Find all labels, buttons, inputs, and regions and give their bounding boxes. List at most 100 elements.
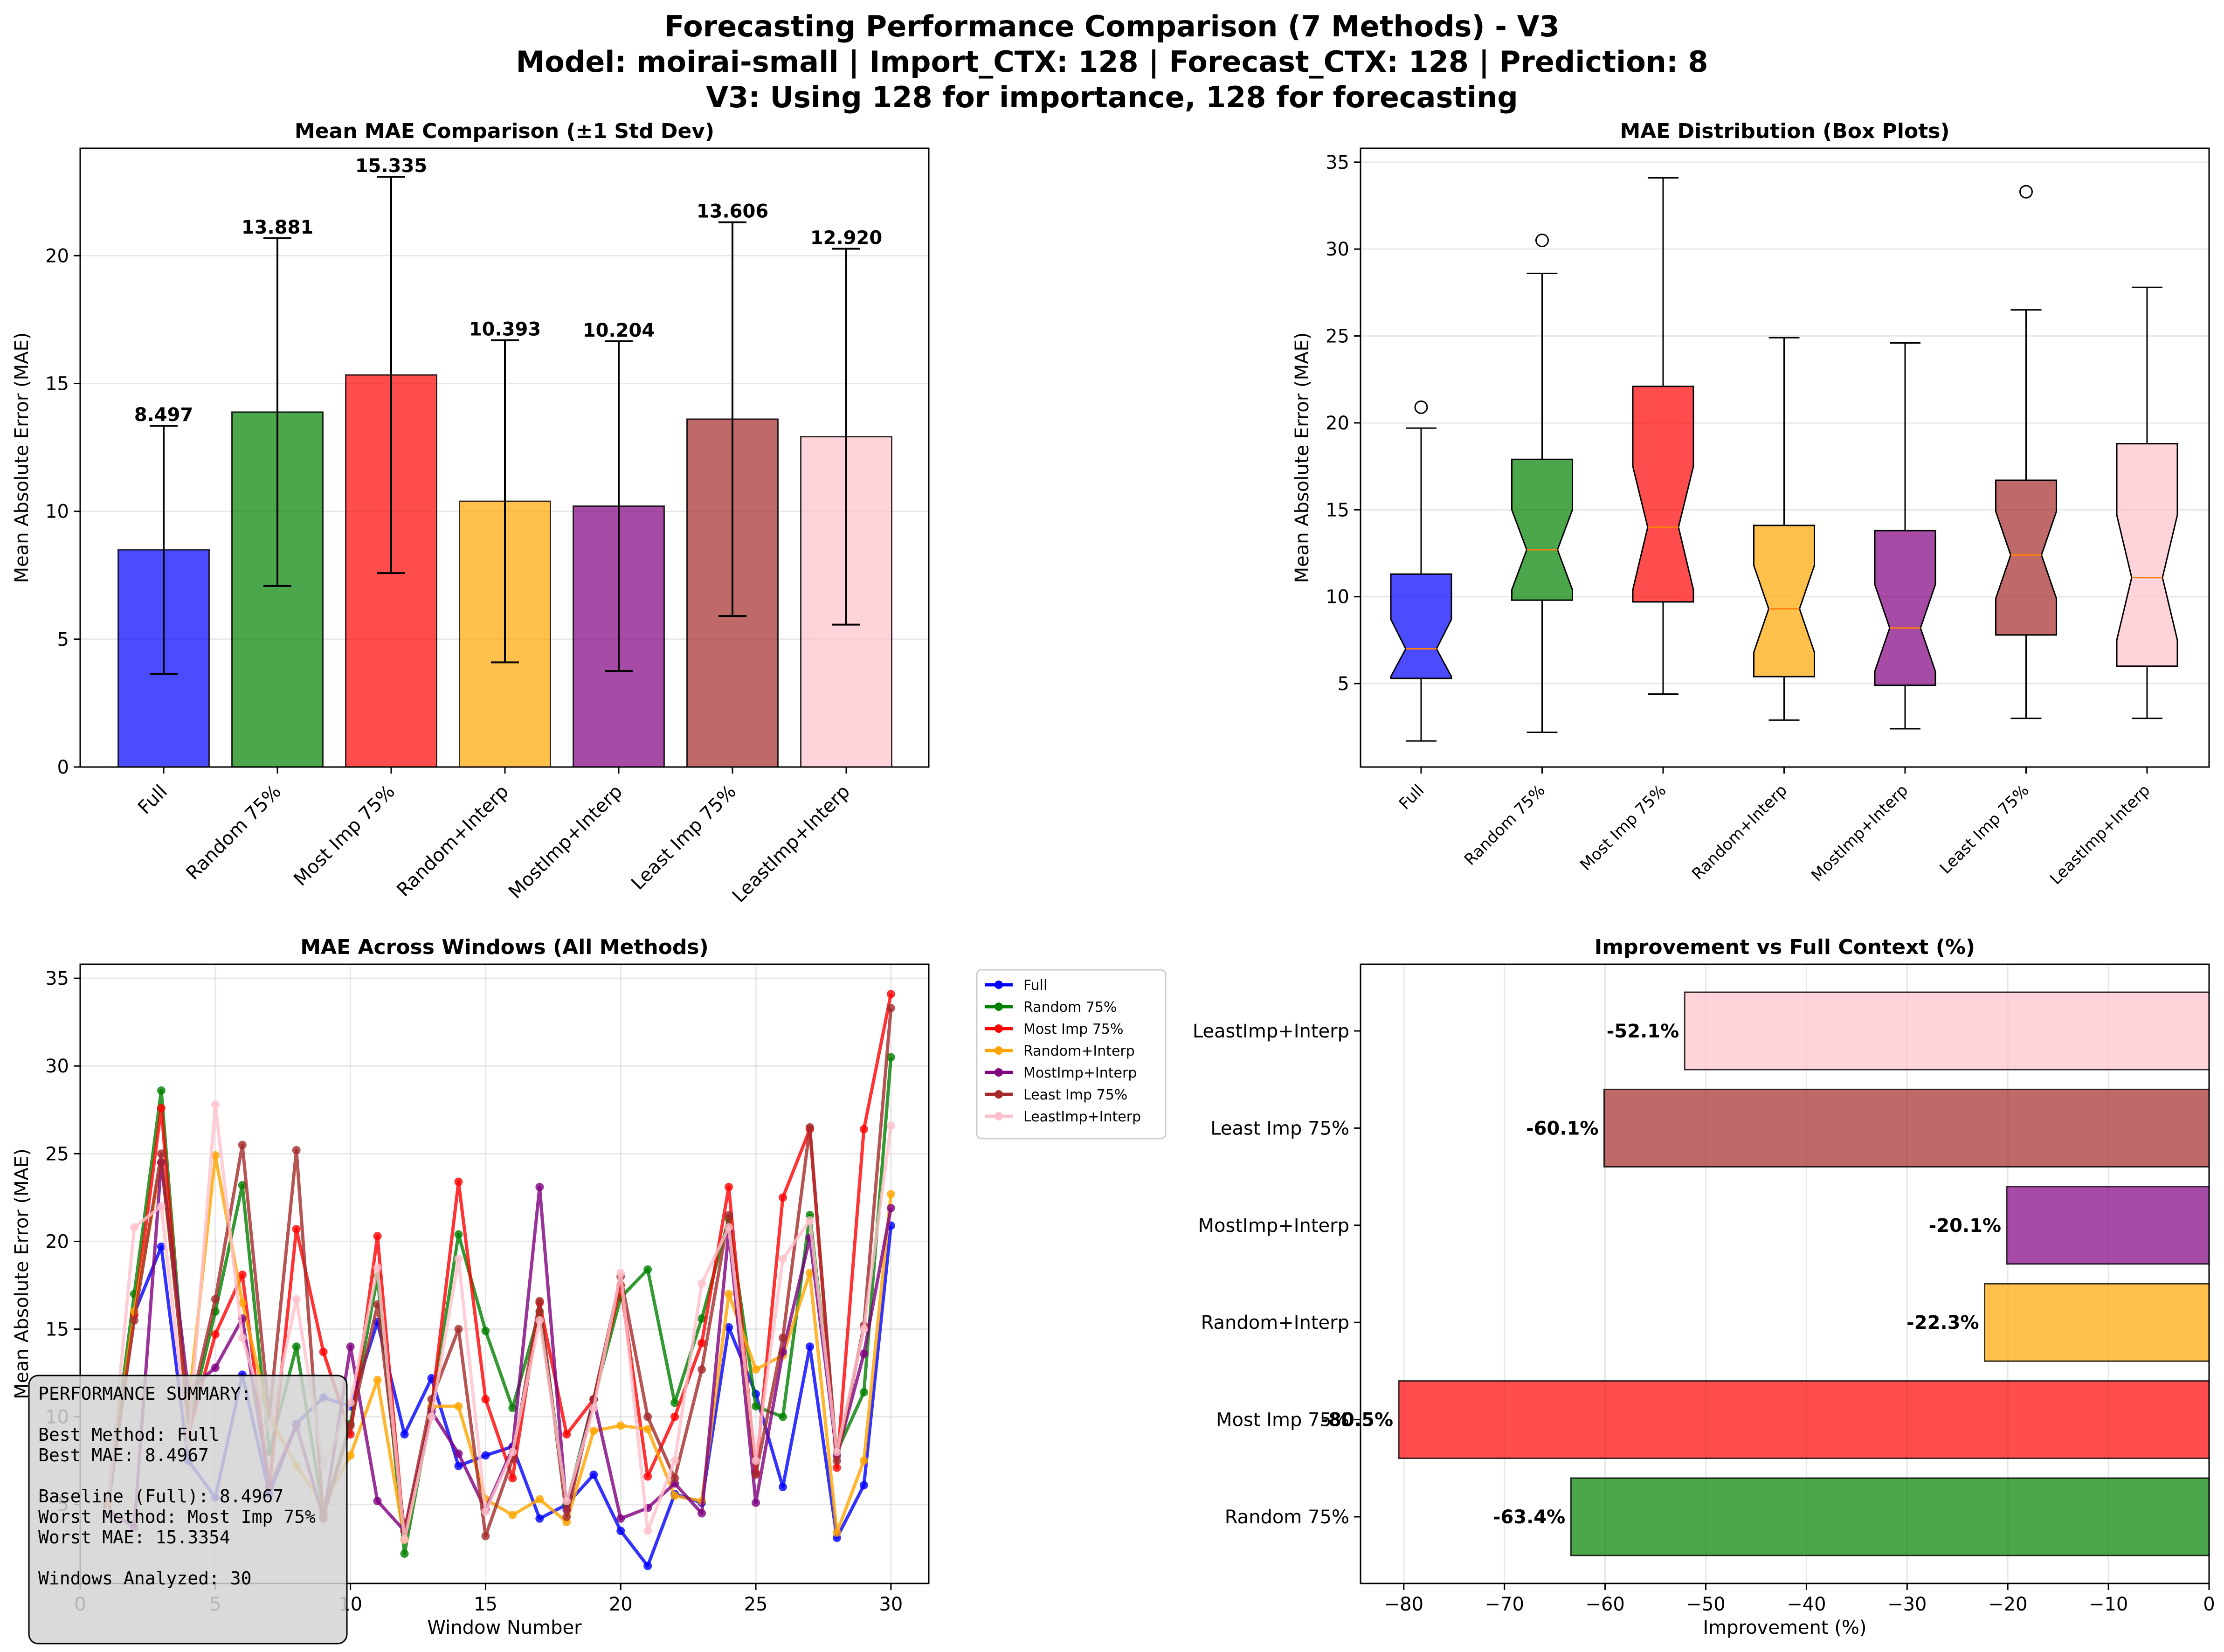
x-tick-label: Full — [1395, 781, 1428, 813]
data-point — [670, 1491, 679, 1500]
data-point — [454, 1402, 463, 1411]
legend-label: Random 75% — [1023, 999, 1117, 1016]
series-line — [105, 1057, 893, 1555]
legend-label: Random+Interp — [1023, 1043, 1135, 1059]
x-tick-label: −80 — [1384, 1594, 1423, 1615]
data-point — [211, 1100, 220, 1109]
data-point — [508, 1511, 517, 1520]
figure-title-line-3: V3: Using 128 for importance, 128 for fo… — [706, 80, 1518, 114]
bar-value-label: 12.920 — [810, 228, 882, 249]
plot-frame — [79, 147, 930, 768]
data-point — [589, 1403, 598, 1412]
x-tick-label: Random 75% — [182, 781, 285, 884]
data-point — [481, 1451, 490, 1460]
data-point — [292, 1146, 301, 1154]
box — [1632, 386, 1694, 603]
data-point — [725, 1182, 733, 1191]
y-tick-label: Most Imp 75% — [1216, 1410, 1349, 1431]
summary-line: Worst MAE: 15.3354 — [38, 1527, 230, 1548]
x-tick-label: −10 — [2089, 1594, 2128, 1615]
box — [1390, 573, 1452, 679]
legend-frame — [976, 969, 1167, 1140]
data-point — [346, 1398, 355, 1407]
x-tick-label: Least Imp 75% — [1936, 781, 2033, 878]
data-point — [454, 1449, 463, 1458]
x-tick-label: Random+Interp — [393, 781, 513, 901]
mean-mae-panel: 0 5 10 15 20 8.497 Full 13.881 Random 75% 15.335 M… — [11, 119, 930, 907]
y-tick-label: 5 — [1338, 673, 1349, 695]
panel-title: MAE Distribution (Box Plots) — [1620, 119, 1949, 143]
data-point — [752, 1365, 760, 1374]
data-point — [454, 1325, 463, 1334]
legend-marker — [995, 1046, 1003, 1055]
data-point — [481, 1395, 490, 1403]
y-tick-label: 20 — [1326, 413, 1349, 434]
y-tick-label: 10 — [1326, 587, 1349, 608]
x-tick-label: −50 — [1686, 1594, 1725, 1615]
data-point — [319, 1348, 328, 1356]
x-tick-label: MostImp+Interp — [504, 781, 627, 903]
data-point — [346, 1451, 355, 1460]
improvement-panel: −80 −70 −60 −50 −40 −30 −20 −10 0 -63.4% Random 75… — [1193, 935, 2215, 1638]
x-tick-label: 15 — [474, 1594, 497, 1615]
data-point — [481, 1507, 490, 1516]
series-line — [105, 1154, 893, 1541]
bar — [1984, 1283, 2210, 1362]
data-point — [886, 1203, 895, 1212]
x-tick-label: Most Imp 75% — [1576, 781, 1670, 874]
data-point — [508, 1447, 517, 1456]
y-tick-label: 30 — [1326, 239, 1349, 260]
data-point — [616, 1421, 625, 1430]
data-point — [725, 1223, 733, 1232]
data-point — [643, 1265, 652, 1274]
box — [1511, 458, 1573, 601]
data-point — [725, 1210, 733, 1219]
outlier-point — [1414, 400, 1428, 414]
data-point — [130, 1223, 138, 1232]
data-point — [859, 1456, 868, 1465]
data-point — [481, 1327, 490, 1335]
x-tick-label: −20 — [1988, 1594, 2027, 1615]
data-point — [508, 1474, 517, 1483]
data-point — [400, 1549, 409, 1558]
x-tick-label: −30 — [1887, 1594, 1927, 1615]
legend-label: MostImp+Interp — [1023, 1065, 1137, 1081]
x-tick-label: Least Imp 75% — [627, 781, 740, 894]
bar-value-label: -20.1% — [1929, 1215, 2001, 1237]
bar — [2006, 1186, 2210, 1265]
boxplot-panel: 5 10 15 20 25 30 35 Full Random 75% Most Imp 75% R… — [1292, 119, 2210, 888]
legend-label: Most Imp 75% — [1023, 1021, 1124, 1037]
x-tick-label: 25 — [744, 1594, 768, 1615]
bar — [1684, 991, 2210, 1071]
data-point — [373, 1376, 382, 1384]
bar — [1398, 1380, 2210, 1459]
box — [2116, 443, 2178, 667]
data-point — [698, 1339, 706, 1348]
x-tick-label: Most Imp 75% — [290, 781, 399, 891]
bar — [1603, 1088, 2210, 1168]
data-point — [346, 1342, 355, 1351]
bar-value-label: -63.4% — [1493, 1507, 1565, 1528]
summary-line: Best MAE: 8.4967 — [38, 1445, 209, 1465]
data-point — [805, 1269, 814, 1278]
y-tick-label: 25 — [45, 1143, 69, 1165]
y-tick-label: Least Imp 75% — [1210, 1118, 1349, 1139]
data-point — [886, 1121, 895, 1130]
bar-value-label: 15.335 — [355, 155, 427, 177]
summary-frame — [28, 1375, 348, 1645]
summary-line: Worst Method: Most Imp 75% — [38, 1507, 316, 1527]
plot-frame — [1360, 147, 2210, 768]
data-point — [643, 1424, 652, 1433]
x-tick-label: Random 75% — [1461, 781, 1549, 869]
data-point — [508, 1403, 517, 1412]
summary-line: PERFORMANCE SUMMARY: — [38, 1383, 252, 1404]
data-point — [859, 1481, 868, 1490]
y-tick-label: 5 — [57, 629, 69, 650]
data-point — [454, 1177, 463, 1186]
figure-title: Forecasting Performance Comparison (7 Me… — [516, 9, 1708, 114]
panel-title: Mean MAE Comparison (±1 Std Dev) — [295, 119, 714, 143]
data-point — [752, 1470, 760, 1479]
x-tick-label: 30 — [879, 1594, 903, 1615]
data-point — [779, 1255, 787, 1264]
